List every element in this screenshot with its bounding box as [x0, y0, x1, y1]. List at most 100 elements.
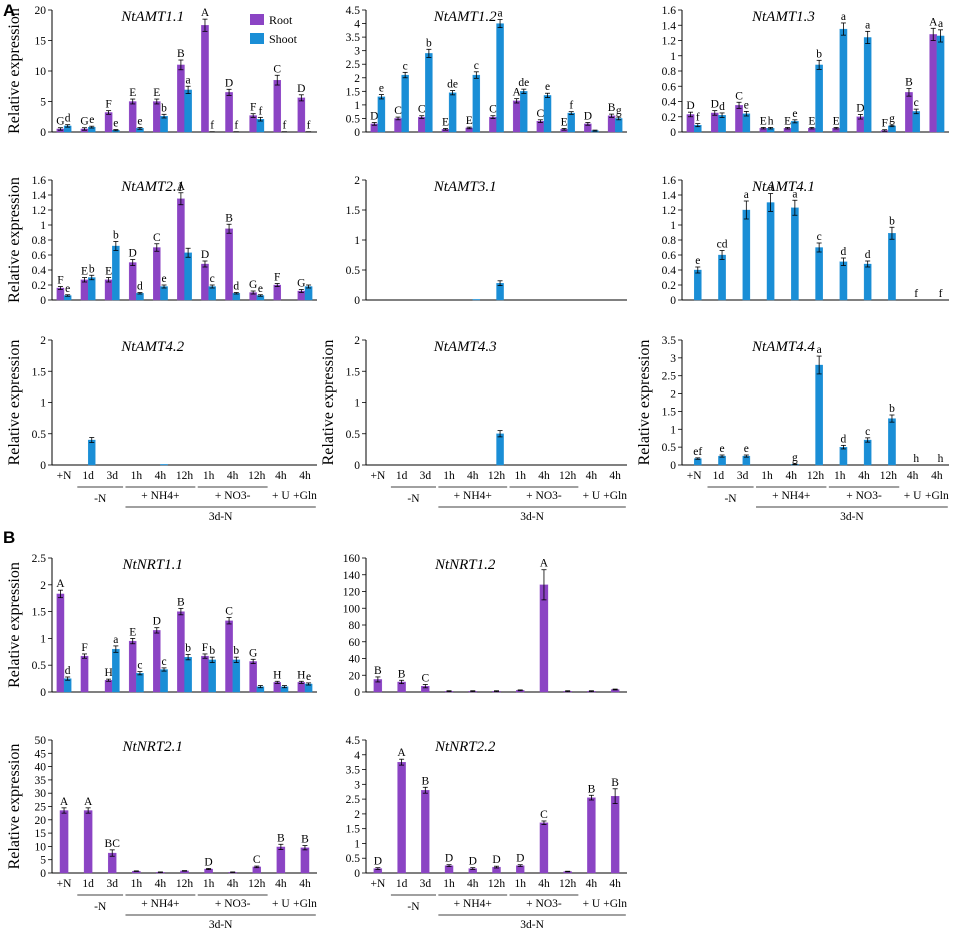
significance-letter: C [418, 104, 426, 116]
significance-letter: B [611, 777, 619, 789]
y-tick-label: 120 [343, 587, 361, 599]
y-tick-label: 4 [354, 19, 360, 31]
significance-letter: d [65, 665, 71, 677]
significance-letter: D [129, 248, 137, 260]
y-tick-label: 80 [349, 620, 361, 632]
significance-letter: G [249, 279, 257, 291]
significance-letter: C [735, 90, 743, 102]
x-tick-label: 4h [907, 470, 919, 482]
bar-shoot-12h [888, 233, 896, 301]
chart-title: NtAMT3.1 [433, 179, 497, 195]
bar-shoot-12h [888, 418, 896, 466]
chart-ntnrt2-2: 0 0.5 1 1.5 2 2.5 3 3.5 4 4.5 NtNRT2.2 D A B D D D D C B B +N… [346, 735, 628, 931]
significance-letter: C [153, 232, 161, 244]
significance-letter: a [113, 634, 118, 646]
significance-letter: b [185, 642, 191, 654]
significance-letter: g [616, 105, 622, 117]
y-tick-label: 2 [40, 335, 46, 347]
significance-letter: D [516, 853, 524, 865]
bar-shoot-1h [208, 659, 216, 693]
x-tick-label: 4h [275, 878, 287, 890]
bar-root-n [56, 593, 65, 693]
significance-letter: f [234, 120, 238, 132]
bar-shoot-4h [936, 35, 945, 133]
y-tick-label: 20 [35, 815, 47, 827]
x-tick-label: 4h [586, 878, 598, 890]
x-tick-label: 4h [858, 470, 870, 482]
x-tick-label: 1h [131, 878, 143, 890]
significance-letter: g [792, 452, 798, 464]
significance-letter: b [89, 263, 95, 275]
chart-title: NtAMT4.4 [751, 339, 815, 355]
y-tick-label: 3.5 [662, 335, 677, 347]
bar-root-3d [104, 112, 113, 133]
bar-root-12h [177, 611, 185, 693]
x-tick-label: +N [57, 878, 72, 890]
significance-letter: b [113, 230, 119, 242]
bar-shoot-4h [232, 659, 241, 693]
significance-letter: a [865, 19, 870, 31]
significance-letter: a [744, 189, 749, 201]
group-label: +Gln [603, 490, 627, 502]
y-tick-label: 100 [343, 603, 361, 615]
bar-shoot-3d [112, 648, 120, 693]
significance-letter: b [426, 37, 432, 49]
bar-root-1d [394, 118, 402, 133]
bar-shoot-4h [863, 439, 872, 466]
x-tick-label: 4h [586, 470, 598, 482]
significance-letter: c [865, 426, 870, 438]
y-tick-label: 2.5 [662, 371, 677, 383]
y-tick-label: 0 [354, 460, 360, 472]
bar-root-1h [512, 100, 521, 133]
significance-letter: D [374, 856, 382, 868]
y-tick-label: 1.4 [32, 190, 47, 202]
bar-root-3d [104, 279, 113, 301]
significance-letter: B [225, 212, 233, 224]
significance-letter: b [233, 645, 239, 657]
significance-letter: B [905, 77, 913, 89]
significance-letter: D [686, 100, 694, 112]
significance-letter: D [492, 854, 500, 866]
significance-letter: b [161, 102, 167, 114]
x-tick-label: 12h [807, 470, 825, 482]
chart-title: NtAMT4.1 [751, 179, 815, 195]
y-tick-label: 0.8 [32, 235, 47, 247]
significance-letter: d [865, 249, 871, 261]
significance-letter: C [489, 104, 497, 116]
x-tick-label: 1h [443, 878, 455, 890]
x-tick-label: 1h [203, 470, 215, 482]
chart-title: NtAMT4.2 [120, 339, 184, 355]
y-tick-label: 0 [670, 460, 676, 472]
bar-root-4h [225, 228, 233, 301]
y-tick-label: 0 [40, 460, 46, 472]
bar-root-4h [225, 92, 233, 133]
y-tick-label: 1 [670, 51, 676, 63]
group-label: + U [583, 898, 601, 910]
group-label: +Gln [293, 490, 317, 502]
group-label: + NO3- [215, 898, 251, 910]
bar-shoot-1h [839, 446, 848, 466]
y-tick-label: 140 [343, 570, 361, 582]
y-axis-label: Relative expression [320, 340, 337, 466]
significance-letter: f [283, 120, 287, 132]
x-tick-label: 4h [538, 878, 550, 890]
y-tick-label: 20 [35, 5, 47, 17]
significance-letter: F [105, 99, 111, 111]
y-tick-label: 0.4 [662, 265, 677, 277]
significance-letter: E [442, 116, 449, 128]
significance-letter: H [273, 669, 281, 681]
bar-shoot-1h [208, 286, 216, 301]
significance-letter: A [84, 796, 93, 808]
significance-letter: e [545, 81, 550, 93]
bar-shoot-4h [160, 286, 168, 301]
y-tick-label: 1.2 [32, 205, 47, 217]
x-tick-label: 12h [176, 878, 194, 890]
y-tick-label: 0.5 [662, 442, 677, 454]
chart-title: NtNRT1.1 [121, 557, 182, 573]
bar-root-4h [539, 822, 549, 874]
bar-root-1d [397, 762, 406, 874]
y-tick-label: 0.6 [662, 250, 677, 262]
significance-letter: E [153, 87, 160, 99]
y-tick-label: 1.6 [662, 5, 677, 17]
significance-letter: B [177, 48, 185, 60]
